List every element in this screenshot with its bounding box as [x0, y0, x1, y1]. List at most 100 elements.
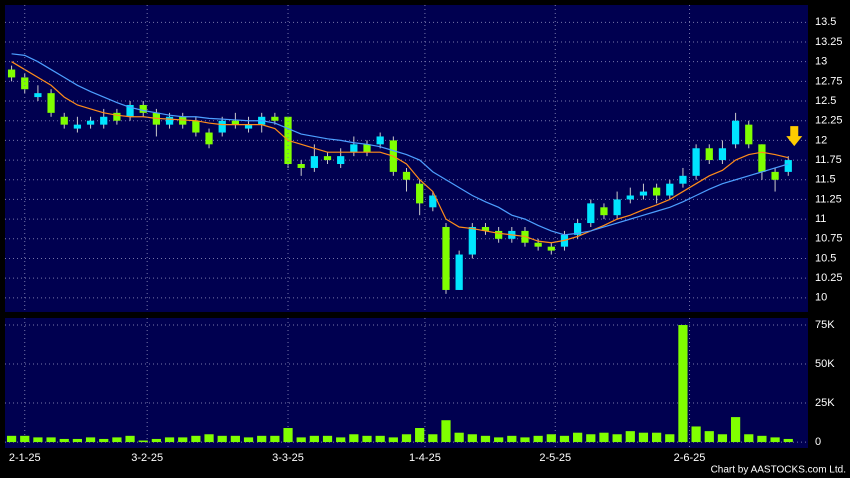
candle-body [100, 116, 108, 125]
volume-bar [757, 435, 767, 443]
candle-body [139, 104, 147, 113]
moving-average-line [11, 61, 789, 244]
volume-bar [230, 435, 240, 443]
volume-bar [744, 434, 754, 443]
y-tick-label: 50K [815, 358, 835, 370]
y-tick-label: 11.75 [815, 154, 842, 166]
volume-bar [467, 434, 477, 443]
volume-bar [362, 435, 372, 443]
volume-bar [375, 435, 385, 443]
price-panel [5, 5, 808, 312]
candle-body [310, 156, 318, 168]
volume-bar [546, 434, 556, 443]
candle-body [205, 132, 213, 145]
y-tick-label: 12.25 [815, 115, 843, 127]
volume-bar [20, 435, 30, 443]
y-tick-label: 13.25 [815, 36, 843, 48]
candle-body [718, 148, 727, 161]
candle-body [244, 124, 253, 129]
volume-bar [599, 432, 609, 443]
candle-body [297, 164, 305, 168]
candle-body [271, 116, 279, 121]
volume-bar [573, 432, 583, 443]
volume-bar [151, 438, 161, 443]
candle-body [34, 93, 42, 98]
y-tick-label: 0 [815, 436, 821, 448]
candle-body [350, 144, 358, 153]
candle-body [231, 120, 239, 125]
candle-body [376, 136, 384, 145]
candle-body [481, 226, 490, 231]
volume-bar [625, 431, 635, 443]
candle-body [613, 199, 621, 216]
volume-bar [559, 435, 570, 443]
x-tick-label: 3-2-25 [131, 452, 163, 464]
volume-bar [533, 435, 543, 443]
moving-average-line [11, 53, 789, 236]
volume-bar [349, 434, 359, 443]
candle-body [337, 156, 345, 165]
volume-bar [204, 434, 214, 443]
candle-body [679, 175, 687, 184]
y-tick-label: 13 [815, 56, 827, 68]
volume-bar [296, 437, 306, 443]
volume-bar [730, 417, 741, 443]
volume-bar [717, 434, 728, 443]
volume-bar [704, 431, 714, 443]
x-tick-label: 1-4-25 [409, 452, 441, 464]
volume-bar [270, 435, 280, 443]
candle-body [363, 144, 371, 153]
y-tick-label: 10.75 [815, 233, 843, 245]
candle-body [165, 116, 174, 125]
volume-bar [507, 435, 517, 443]
y-tick-label: 10.25 [815, 272, 843, 284]
candle-body [731, 120, 740, 145]
candle-body [468, 226, 476, 255]
candle-body [600, 207, 608, 216]
candle-body [705, 148, 713, 161]
y-tick-label: 12.75 [815, 75, 843, 87]
volume-bar [112, 437, 122, 443]
x-tick-label: 2-6-25 [674, 452, 706, 464]
candle-body [21, 77, 29, 90]
y-tick-label: 10.5 [815, 252, 836, 264]
source-note: Chart by AASTOCKS.com Ltd. [711, 465, 846, 476]
candle-body [639, 191, 648, 196]
volume-bar [59, 438, 69, 443]
y-tick-label: 25K [815, 397, 835, 409]
volume-bar [336, 437, 346, 443]
candle-body [652, 187, 661, 196]
volume-bar [99, 438, 109, 443]
candle-body [47, 93, 55, 113]
volume-bar [586, 434, 596, 443]
volume-bar [138, 440, 148, 443]
volume-bar [401, 434, 412, 443]
volume-bar [283, 428, 293, 443]
volume-bar [612, 434, 622, 443]
x-tick-label: 2-1-25 [9, 452, 41, 464]
volume-bar [243, 437, 254, 443]
volume-bar [441, 420, 451, 443]
candle-body [73, 124, 82, 129]
candle-body [218, 120, 226, 133]
volume-bar [454, 432, 464, 443]
y-tick-label: 12.5 [815, 95, 836, 107]
candle-body [113, 112, 121, 121]
candle-body [323, 156, 332, 161]
candle-body [547, 246, 555, 251]
volume-bar [415, 428, 425, 443]
volume-bar [691, 426, 701, 443]
candle-body [534, 242, 542, 247]
volume-panel [5, 318, 808, 448]
y-tick-label: 11 [815, 213, 826, 225]
volume-bar [322, 435, 333, 443]
volume-bar [191, 435, 201, 443]
candle-body [402, 171, 411, 180]
y-tick-label: 11.5 [815, 174, 836, 186]
x-tick-label: 3-3-25 [272, 452, 304, 464]
volume-bar [257, 435, 267, 443]
volume-bar [125, 435, 135, 443]
volume-bar [85, 437, 96, 443]
volume-bar [178, 437, 188, 443]
